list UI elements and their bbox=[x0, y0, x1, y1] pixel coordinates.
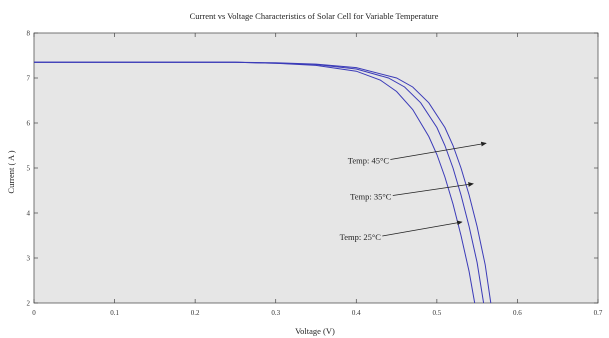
annotation-label: Temp: 45°C bbox=[348, 156, 390, 166]
y-axis-label: Current ( A ) bbox=[6, 150, 16, 193]
x-tick-label: 0 bbox=[32, 309, 36, 317]
y-tick-label: 8 bbox=[27, 30, 31, 38]
x-tick-label: 0.1 bbox=[110, 309, 119, 317]
annotation-label: Temp: 35°C bbox=[350, 192, 392, 202]
y-tick-label: 7 bbox=[27, 75, 31, 83]
chart-title: Current vs Voltage Characteristics of So… bbox=[190, 11, 439, 21]
x-axis-ticks: 0 0.1 0.2 0.3 0.4 0.5 0.6 0.7 bbox=[32, 33, 603, 317]
annotation-label: Temp: 25°C bbox=[340, 232, 382, 242]
x-tick-label: 0.6 bbox=[513, 309, 522, 317]
x-axis-label: Voltage (V) bbox=[295, 326, 335, 336]
x-tick-label: 0.2 bbox=[191, 309, 200, 317]
y-tick-label: 6 bbox=[27, 120, 31, 128]
x-tick-label: 0.7 bbox=[594, 309, 603, 317]
y-tick-label: 4 bbox=[27, 210, 31, 218]
series-line-3 bbox=[34, 61, 492, 304]
x-tick-label: 0.5 bbox=[432, 309, 441, 317]
y-tick-label: 5 bbox=[27, 165, 31, 173]
annotation-arrow bbox=[382, 220, 463, 237]
annotation-arrow bbox=[390, 141, 487, 160]
plot-area bbox=[33, 32, 599, 304]
annotation-arrow bbox=[392, 182, 474, 196]
annotations: Temp: 25°C Temp: 35°C Temp: 45°C bbox=[340, 141, 487, 242]
y-tick-label: 2 bbox=[27, 300, 31, 308]
x-tick-label: 0.4 bbox=[352, 309, 361, 317]
series-lines bbox=[34, 61, 492, 304]
x-tick-label: 0.3 bbox=[271, 309, 280, 317]
y-tick-label: 3 bbox=[27, 255, 31, 263]
y-axis-ticks: 2 3 4 5 6 7 8 bbox=[27, 30, 598, 308]
